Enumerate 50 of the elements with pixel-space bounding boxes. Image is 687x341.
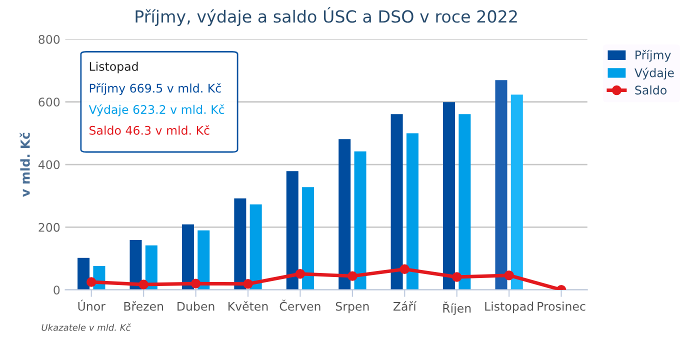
annotation: Výdaje 623.2 v mld. Kč [88,104,224,116]
x-tick-label: Říjen [443,302,471,316]
x-tick-label: Srpen [336,302,369,314]
bar [182,224,194,290]
bar [338,139,351,290]
x-tick-label: Červen [280,300,320,311]
point [243,279,253,289]
point [86,277,96,287]
legend-label: Příjmy [636,50,671,62]
bar [130,240,142,290]
text: Ukazatele v mld. Kč [42,324,131,331]
bar [458,114,471,290]
bar [286,171,298,290]
y-tick-label: 600 [38,98,60,107]
point [504,270,514,280]
annotation: Saldo 46.3 v mld. Kč [90,125,210,135]
x-tick-label: Březen [124,301,164,311]
legend-label: Saldo [635,85,667,95]
annotation: Listopad [90,62,138,74]
x-tick-label: Duben [178,302,214,311]
y-tick-label: 0 [54,286,60,295]
bar [234,198,246,290]
point [138,280,148,290]
bar [198,230,210,290]
bar [250,204,262,290]
x-tick-label: Listopad [485,302,534,314]
x-tick-label: Květen [228,301,268,311]
point [400,264,410,274]
y-tick-label: 400 [38,160,60,170]
bar [390,114,403,290]
bar [495,80,508,290]
point [452,272,462,282]
bar [302,187,314,290]
bar [443,102,456,290]
point [348,271,358,281]
y-tick-label: 800 [38,34,60,44]
annotation: Příjmy 669.5 v mld. Kč [90,83,221,95]
bar [78,258,90,290]
legend-label: Výdaje [634,68,674,80]
x-tick-label: Září [393,301,417,311]
x-tick-label: Únor [78,300,106,311]
bar [510,94,523,290]
y-tick-label: 200 [38,222,60,232]
x-tick-label: Prosinec [538,302,586,311]
bar [354,151,366,290]
point [295,269,306,279]
point [190,278,201,288]
chart-title: Příjmy, výdaje a saldo ÚSC a DSO v roce 2022 [136,7,517,26]
y-axis-title: v mld. Kč [20,132,30,197]
bar [406,133,418,290]
